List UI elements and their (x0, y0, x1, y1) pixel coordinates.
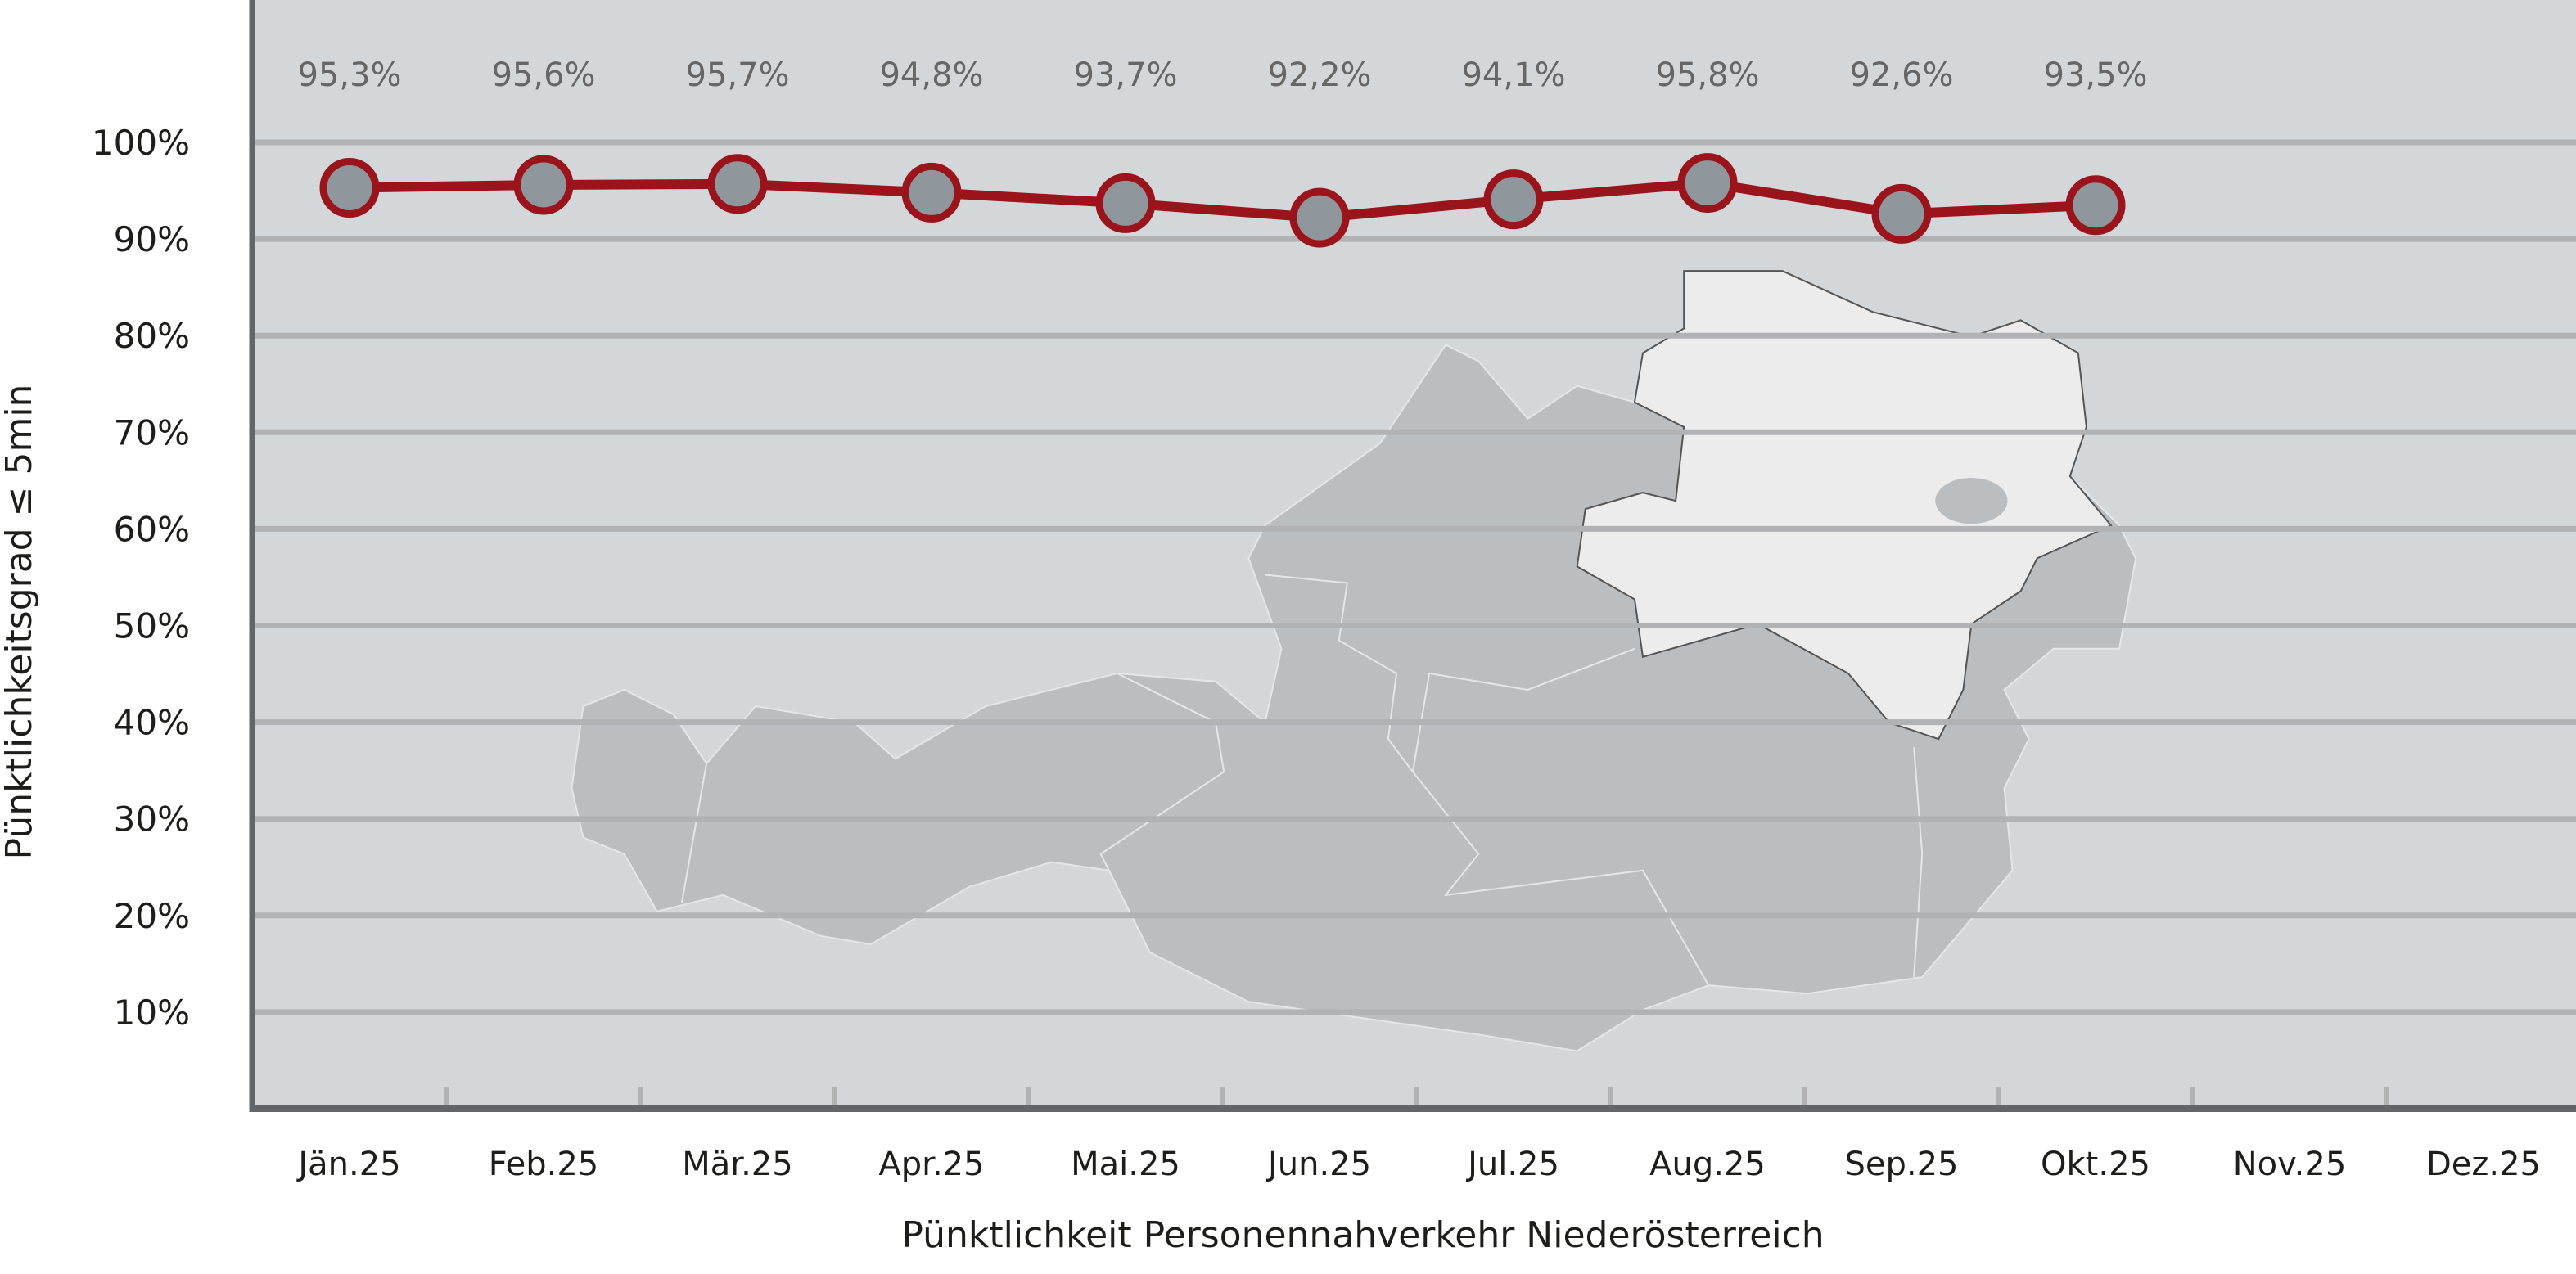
y-tick-label: 20% (114, 896, 190, 936)
x-tick-label: Nov.25 (2233, 1146, 2347, 1183)
y-tick-label: 70% (114, 412, 190, 452)
data-point (513, 155, 574, 215)
data-point (1677, 153, 1738, 214)
state-border (1265, 574, 1710, 986)
austria-map-background (571, 270, 2137, 1052)
x-tick-label: Mai.25 (1071, 1146, 1180, 1183)
data-label: 95,6% (491, 56, 595, 94)
gridlines (252, 139, 2576, 1015)
lower-austria-shape (1576, 270, 2113, 741)
y-tick-label: 10% (114, 993, 190, 1033)
data-labels: 95,3% 95,6% 95,7% 94,8% 93,7% 92,2% 94,1% 95,8%… (297, 56, 2147, 94)
y-tick-label: 80% (114, 316, 190, 356)
series-markers (319, 153, 2126, 248)
state-border (1099, 672, 1225, 953)
state-border (680, 763, 707, 904)
y-tick-label: 90% (114, 219, 190, 259)
data-label: 92,2% (1267, 56, 1371, 94)
x-axis-title: Pünktlichkeit Personennahverkehr Niederö… (901, 1214, 1824, 1256)
x-tick-label: Aug.25 (1649, 1146, 1766, 1183)
data-label: 93,5% (2043, 56, 2147, 94)
y-tick-label: 50% (114, 606, 190, 646)
y-tick-label: 60% (114, 509, 190, 549)
data-label: 94,1% (1461, 56, 1565, 94)
data-label: 95,3% (297, 56, 401, 94)
data-point (1289, 187, 1350, 248)
x-tick-label: Dez.25 (2426, 1146, 2541, 1183)
x-tick-label: Feb.25 (489, 1146, 598, 1183)
x-tick-label: Sep.25 (1844, 1146, 1958, 1183)
data-point (2065, 175, 2126, 236)
x-axis-ticks (444, 1087, 2389, 1109)
vienna-shape (1935, 478, 2008, 524)
state-border (1913, 747, 1924, 978)
data-label: 95,8% (1655, 56, 1759, 94)
x-tick-label: Apr.25 (878, 1146, 984, 1183)
data-point (1871, 183, 1932, 244)
y-tick-label: 30% (114, 799, 190, 840)
y-tick-label: 100% (92, 123, 190, 163)
data-point (707, 154, 768, 214)
y-axis-tick-labels: 10% 20% 30% 40% 50% 60% 70% 80% 90% 100% (92, 123, 190, 1033)
x-tick-label: Jän.25 (295, 1146, 400, 1183)
data-label: 93,7% (1073, 56, 1177, 94)
y-axis-title: Pünktlichkeitsgrad ≤ 5min (0, 385, 40, 860)
data-label: 95,7% (685, 56, 789, 94)
series-line (349, 178, 2096, 223)
data-label: 94,8% (879, 56, 983, 94)
x-tick-label: Okt.25 (2041, 1146, 2150, 1183)
x-tick-label: Jul.25 (1465, 1146, 1559, 1183)
x-tick-label: Jun.25 (1265, 1146, 1371, 1183)
data-point (901, 162, 962, 223)
data-point (319, 158, 380, 218)
x-axis-tick-labels: Jän.25 Feb.25 Mär.25 Apr.25 Mai.25 Jun.25 Jul.… (295, 1146, 2541, 1183)
data-point (1095, 173, 1156, 233)
y-tick-label: 40% (114, 703, 190, 743)
data-label: 92,6% (1849, 56, 1953, 94)
x-tick-label: Mär.25 (682, 1146, 792, 1183)
data-point (1483, 169, 1544, 230)
